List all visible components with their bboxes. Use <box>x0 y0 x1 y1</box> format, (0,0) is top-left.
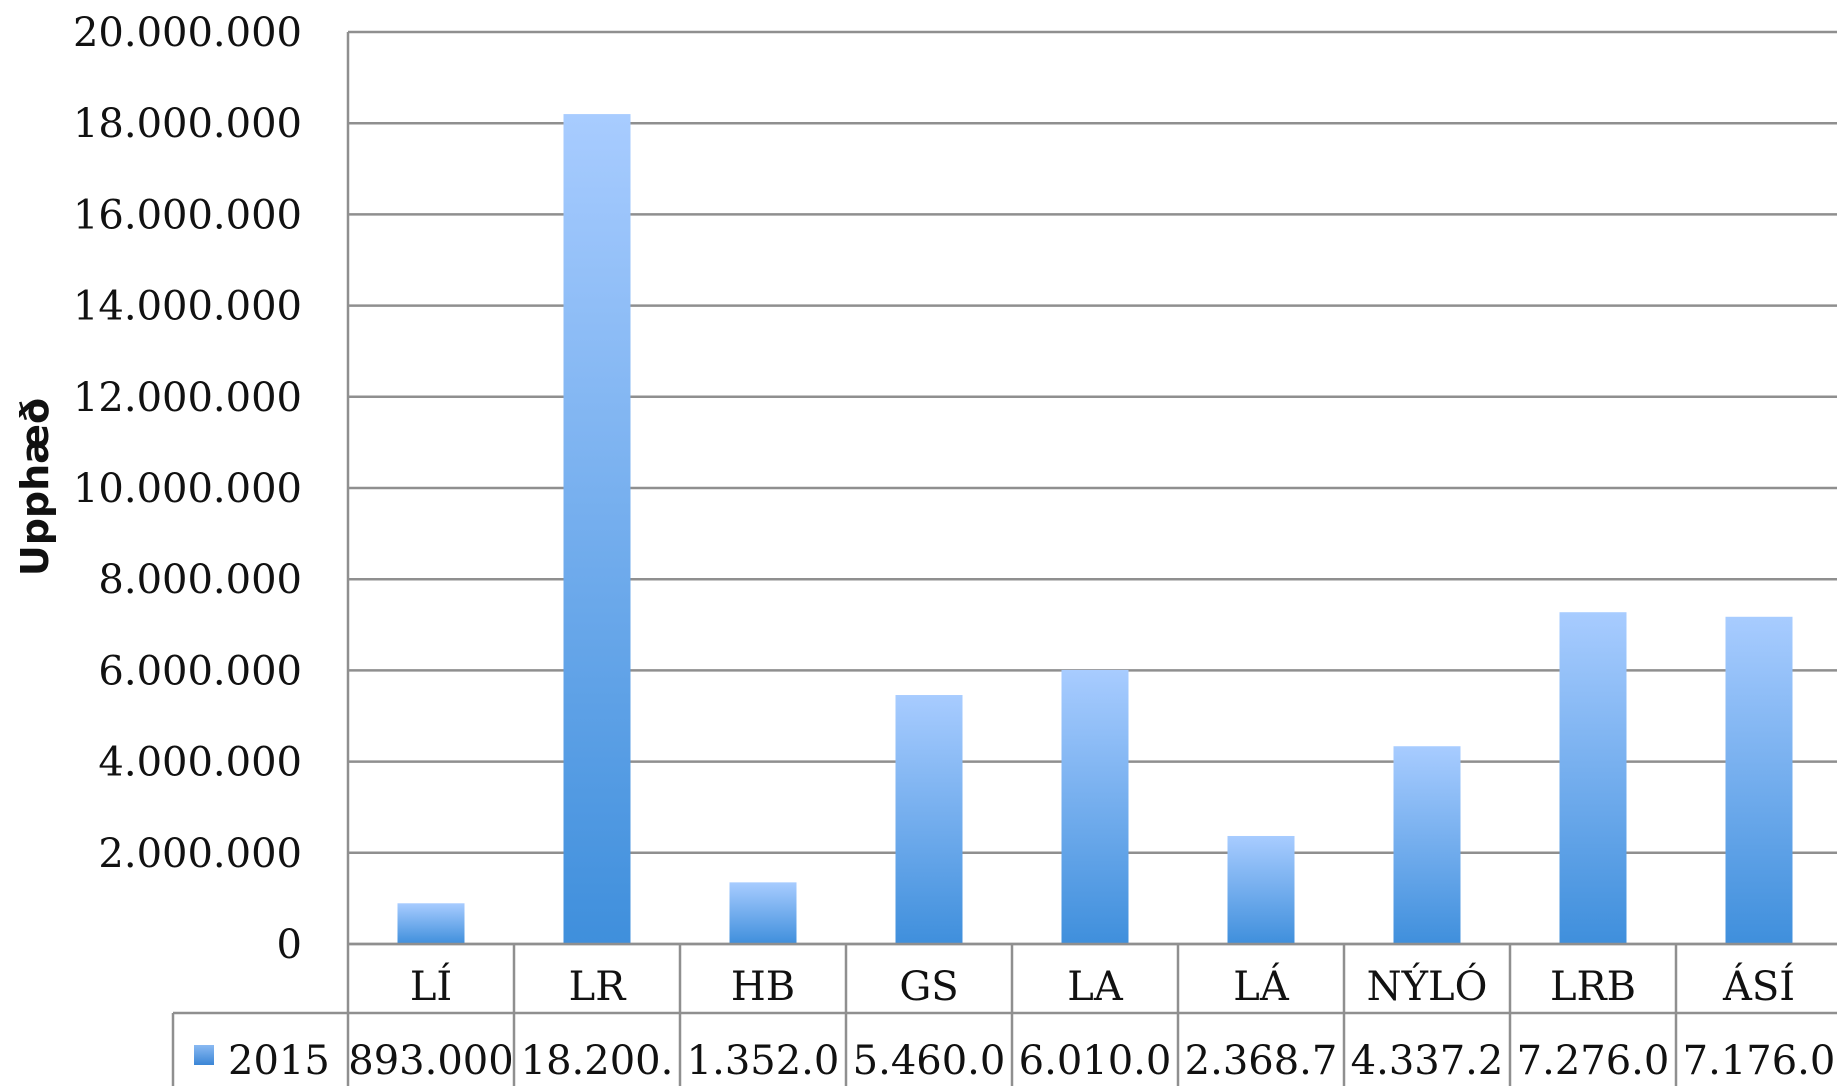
y-tick-label: 4.000.000 <box>98 740 302 786</box>
x-tick-label: LÁ <box>1233 963 1290 1010</box>
x-tick-label: LR <box>569 964 628 1010</box>
x-tick-label: HB <box>731 964 795 1010</box>
bar <box>1393 746 1461 944</box>
bar <box>397 903 465 944</box>
data-table-value: 893.000 <box>348 1038 513 1084</box>
y-tick-label: 20.000.000 <box>73 10 302 56</box>
data-table-value: 18.200. <box>521 1038 674 1084</box>
bar <box>1725 616 1793 944</box>
legend-swatch <box>194 1045 214 1065</box>
data-table-value: 1.352.0 <box>687 1038 840 1084</box>
x-tick-label: LRB <box>1550 964 1636 1010</box>
data-table-value: 5.460.0 <box>853 1038 1006 1084</box>
bars <box>397 114 1793 944</box>
data-table: LÍ LR HB GS LA LÁ NÝLÓ LRB ÁSÍ 2015 893.000 18.200.… <box>171 942 1837 1086</box>
y-tick-label: 6.000.000 <box>98 648 302 694</box>
y-tick-label: 16.000.000 <box>73 192 302 238</box>
x-tick-label: LA <box>1067 964 1124 1010</box>
data-table-value: 7.176.0 <box>1683 1038 1836 1084</box>
data-table-value: 7.276.0 <box>1517 1038 1670 1084</box>
legend-series-name: 2015 <box>228 1038 330 1084</box>
y-axis-label: Upphæð <box>13 398 57 576</box>
x-tick-label: GS <box>899 964 958 1010</box>
y-tick-label: 2.000.000 <box>98 831 302 877</box>
bar <box>895 695 963 944</box>
x-tick-label: ÁSÍ <box>1722 963 1795 1010</box>
bar <box>1559 612 1627 944</box>
data-table-value: 4.337.2 <box>1351 1038 1504 1084</box>
x-tick-label: LÍ <box>410 963 452 1010</box>
x-tick-label: NÝLÓ <box>1367 963 1488 1010</box>
y-tick-label: 0 <box>277 922 302 968</box>
bar <box>729 882 797 944</box>
y-tick-label: 10.000.000 <box>73 466 302 512</box>
data-table-value: 6.010.0 <box>1019 1038 1172 1084</box>
y-tick-label: 12.000.000 <box>73 375 302 421</box>
y-tick-label: 18.000.000 <box>73 101 302 147</box>
y-tick-label: 8.000.000 <box>98 557 302 603</box>
bar <box>1061 669 1129 944</box>
y-axis-ticks: 0 2.000.000 4.000.000 6.000.000 8.000.000 10.… <box>73 10 302 968</box>
data-table-value: 2.368.7 <box>1185 1038 1338 1084</box>
bar <box>1227 835 1295 944</box>
bar <box>563 114 631 944</box>
y-tick-label: 14.000.000 <box>73 284 302 330</box>
